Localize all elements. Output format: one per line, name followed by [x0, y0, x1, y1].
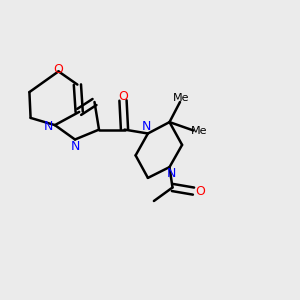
Text: O: O — [118, 90, 128, 103]
Text: N: N — [142, 120, 151, 134]
Text: Me: Me — [173, 93, 190, 103]
Text: O: O — [195, 184, 205, 198]
Text: Me: Me — [191, 125, 207, 136]
Text: O: O — [54, 63, 63, 76]
Text: N: N — [44, 120, 53, 133]
Text: N: N — [70, 140, 80, 153]
Text: N: N — [166, 167, 176, 180]
